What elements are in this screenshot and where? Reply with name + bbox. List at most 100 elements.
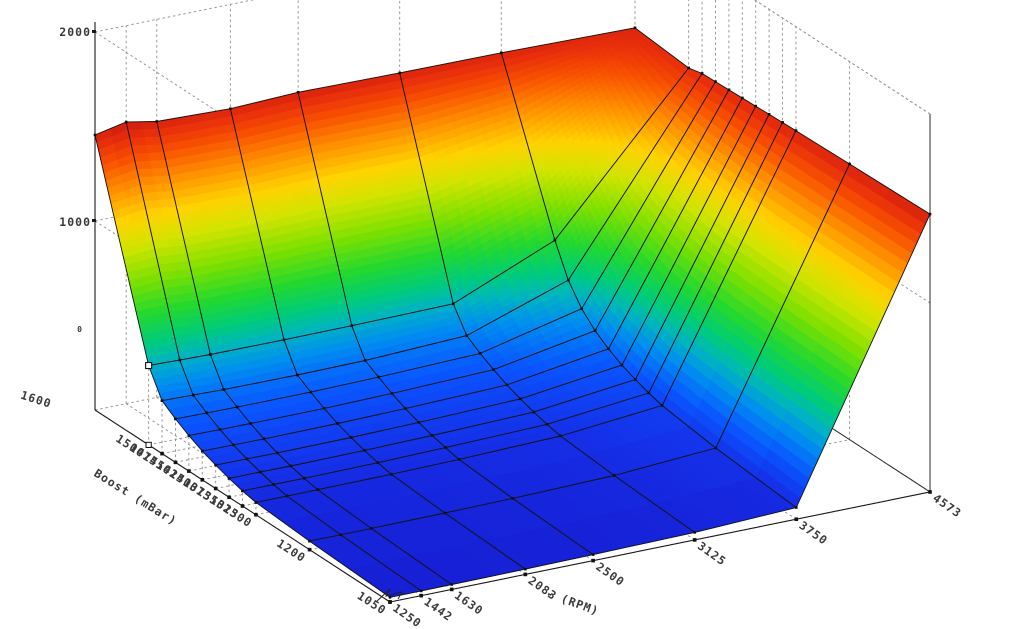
mesh-vertex-dot (296, 373, 299, 377)
mesh-vertex-dot (389, 472, 393, 476)
mesh-vertex-dot (232, 443, 235, 447)
mesh-vertex-dot (647, 391, 651, 395)
mesh-vertex-dot (308, 539, 311, 543)
mesh-vertex-dot (388, 595, 392, 599)
mesh-vertex-dot (241, 489, 244, 493)
rpm-tick-label: 1630 (452, 588, 486, 618)
mesh-vertex-dot (478, 352, 482, 355)
mesh-vertex-dot (258, 470, 262, 474)
mesh-vertex-dot (593, 329, 597, 332)
mesh-vertex-dot (545, 422, 549, 426)
mesh-vertex-dot (376, 461, 380, 465)
mesh-vertex-dot (700, 72, 704, 75)
surface-cell (131, 144, 149, 155)
surface-cell (129, 137, 148, 147)
mesh-vertex-dot (302, 476, 306, 480)
rpm-tick-mark (794, 517, 799, 522)
rpm-tick-label: 1250 (390, 601, 424, 629)
mesh-vertex-dot (369, 527, 373, 530)
mesh-vertex-dot (444, 446, 447, 449)
mesh-vertex-dot (794, 506, 798, 509)
rpm-tick-label: 2500 (593, 560, 627, 590)
surface-cell (148, 152, 167, 162)
rpm-tick-label: 3750 (797, 518, 831, 548)
mesh-vertex-dot (781, 121, 784, 124)
mesh-vertex-dot (262, 437, 266, 441)
surface-mesh (93, 26, 932, 602)
selected-boost-tick-marker (145, 441, 152, 449)
surface-cell (136, 168, 155, 178)
mesh-vertex-dot (465, 334, 469, 337)
mesh-vertex-dot (848, 162, 851, 166)
boost-tick-mark (240, 504, 245, 508)
mesh-vertex-dot (794, 129, 798, 132)
mesh-vertex-dot (553, 238, 557, 242)
mesh-vertex-dot (209, 353, 212, 356)
mesh-vertex-dot (276, 451, 279, 455)
rpm-tick-mark (523, 572, 528, 577)
mesh-vertex-dot (693, 531, 697, 534)
backwall-z-gridline (94, 0, 255, 33)
surface-cell (134, 160, 153, 170)
rpm-tick-mark (591, 558, 595, 563)
mesh-vertex-dot (339, 533, 343, 537)
boost-tick-mark (213, 486, 218, 491)
mesh-vertex-dot (160, 399, 164, 403)
mesh-vertex-dot (124, 120, 128, 124)
mesh-vertex-dot (350, 324, 354, 327)
box-top-right-edge (754, 0, 931, 115)
mesh-vertex-dot (612, 474, 616, 477)
mesh-vertex-dot (235, 405, 239, 409)
surface-cell (150, 159, 168, 170)
mesh-vertex-dot (200, 449, 204, 453)
mesh-vertex-dot (214, 463, 217, 467)
boost-tick-mark (160, 451, 164, 456)
selected-vertex-marker (145, 361, 153, 370)
mesh-vertex-dot (289, 464, 293, 468)
mesh-vertex-dot (363, 449, 366, 452)
mesh-vertex-dot (727, 88, 731, 92)
mesh-vertex-dot (218, 428, 222, 431)
surface-cell (133, 152, 151, 163)
mesh-vertex-dot (430, 434, 434, 437)
mesh-vertex-dot (178, 358, 182, 362)
mesh-vertex-dot (229, 107, 232, 111)
mesh-vertex-dot (174, 417, 177, 421)
rpm-axis (389, 491, 931, 603)
boost-tick-label: 1200 (274, 536, 308, 565)
boost-tick-label: 1600 (19, 388, 53, 411)
mesh-vertex-dot (249, 422, 252, 425)
mesh-vertex-dot (767, 113, 771, 116)
rpm-tick-mark (449, 587, 454, 592)
rpm-tick-mark (388, 600, 392, 604)
mesh-vertex-dot (245, 457, 249, 461)
mesh-vertex-dot (205, 411, 208, 415)
mesh-vertex-dot (511, 497, 514, 500)
mesh-vertex-dot (567, 278, 570, 282)
mesh-vertex-dot (740, 96, 744, 100)
mesh-vertex-dot (687, 66, 690, 70)
surface-cell (141, 192, 160, 202)
surface-cell (138, 176, 157, 186)
mesh-vertex-dot (349, 436, 353, 439)
mesh-vertex-dot (633, 26, 637, 30)
z-tick-label-1000: 1000 (59, 215, 91, 229)
mesh-vertex-dot (398, 71, 402, 75)
mesh-vertex-dot (452, 302, 455, 306)
mesh-vertex-dot (457, 458, 461, 461)
mesh-vertex-dot (309, 390, 313, 394)
surface-cell (146, 144, 165, 154)
surface-cell (155, 183, 174, 193)
mesh-vertex-dot (714, 80, 717, 83)
mesh-vertex-dot (377, 375, 380, 379)
mesh-vertex-dot (634, 378, 637, 381)
mesh-vertex-dot (591, 553, 595, 556)
mesh-vertex-dot (754, 104, 758, 108)
rpm-tick-mark (419, 593, 423, 598)
mesh-vertex-dot (336, 422, 339, 425)
z-tick-mark (92, 30, 96, 33)
mesh-vertex-dot (285, 494, 289, 498)
mesh-vertex-dot (928, 212, 932, 216)
